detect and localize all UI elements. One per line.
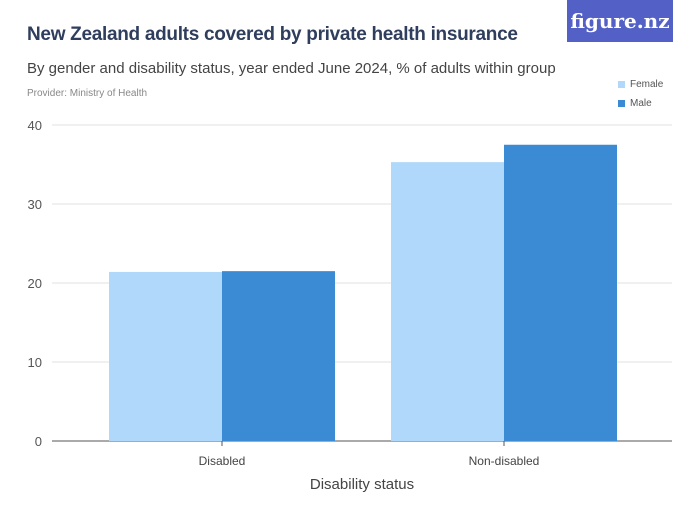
- legend-male: Male: [618, 98, 652, 109]
- chart-title: New Zealand adults covered by private he…: [27, 24, 518, 45]
- y-tick-label: 40: [28, 118, 42, 133]
- y-tick-label: 20: [28, 276, 42, 291]
- x-tick-label: Non-disabled: [469, 454, 540, 468]
- bar-male-disabled: [222, 271, 335, 441]
- x-tick-label: Disabled: [199, 454, 246, 468]
- legend-swatch-male: [618, 100, 625, 107]
- legend-label: Female: [630, 79, 664, 90]
- x-axis-label: Disability status: [310, 476, 414, 493]
- legend-swatch-female: [618, 81, 625, 88]
- chart-subtitle: By gender and disability status, year en…: [27, 60, 556, 77]
- bar-female-non-disabled: [391, 162, 504, 441]
- y-tick-label: 30: [28, 197, 42, 212]
- bar-male-non-disabled: [504, 144, 617, 441]
- legend-label: Male: [630, 98, 652, 109]
- figure-nz-logo[interactable]: figure.nz: [567, 0, 673, 42]
- y-tick-label: 0: [35, 434, 42, 449]
- legend-female: Female: [618, 79, 663, 90]
- y-tick-label: 10: [28, 355, 42, 370]
- provider: Provider: Ministry of Health: [27, 88, 148, 99]
- bar-female-disabled: [109, 271, 222, 441]
